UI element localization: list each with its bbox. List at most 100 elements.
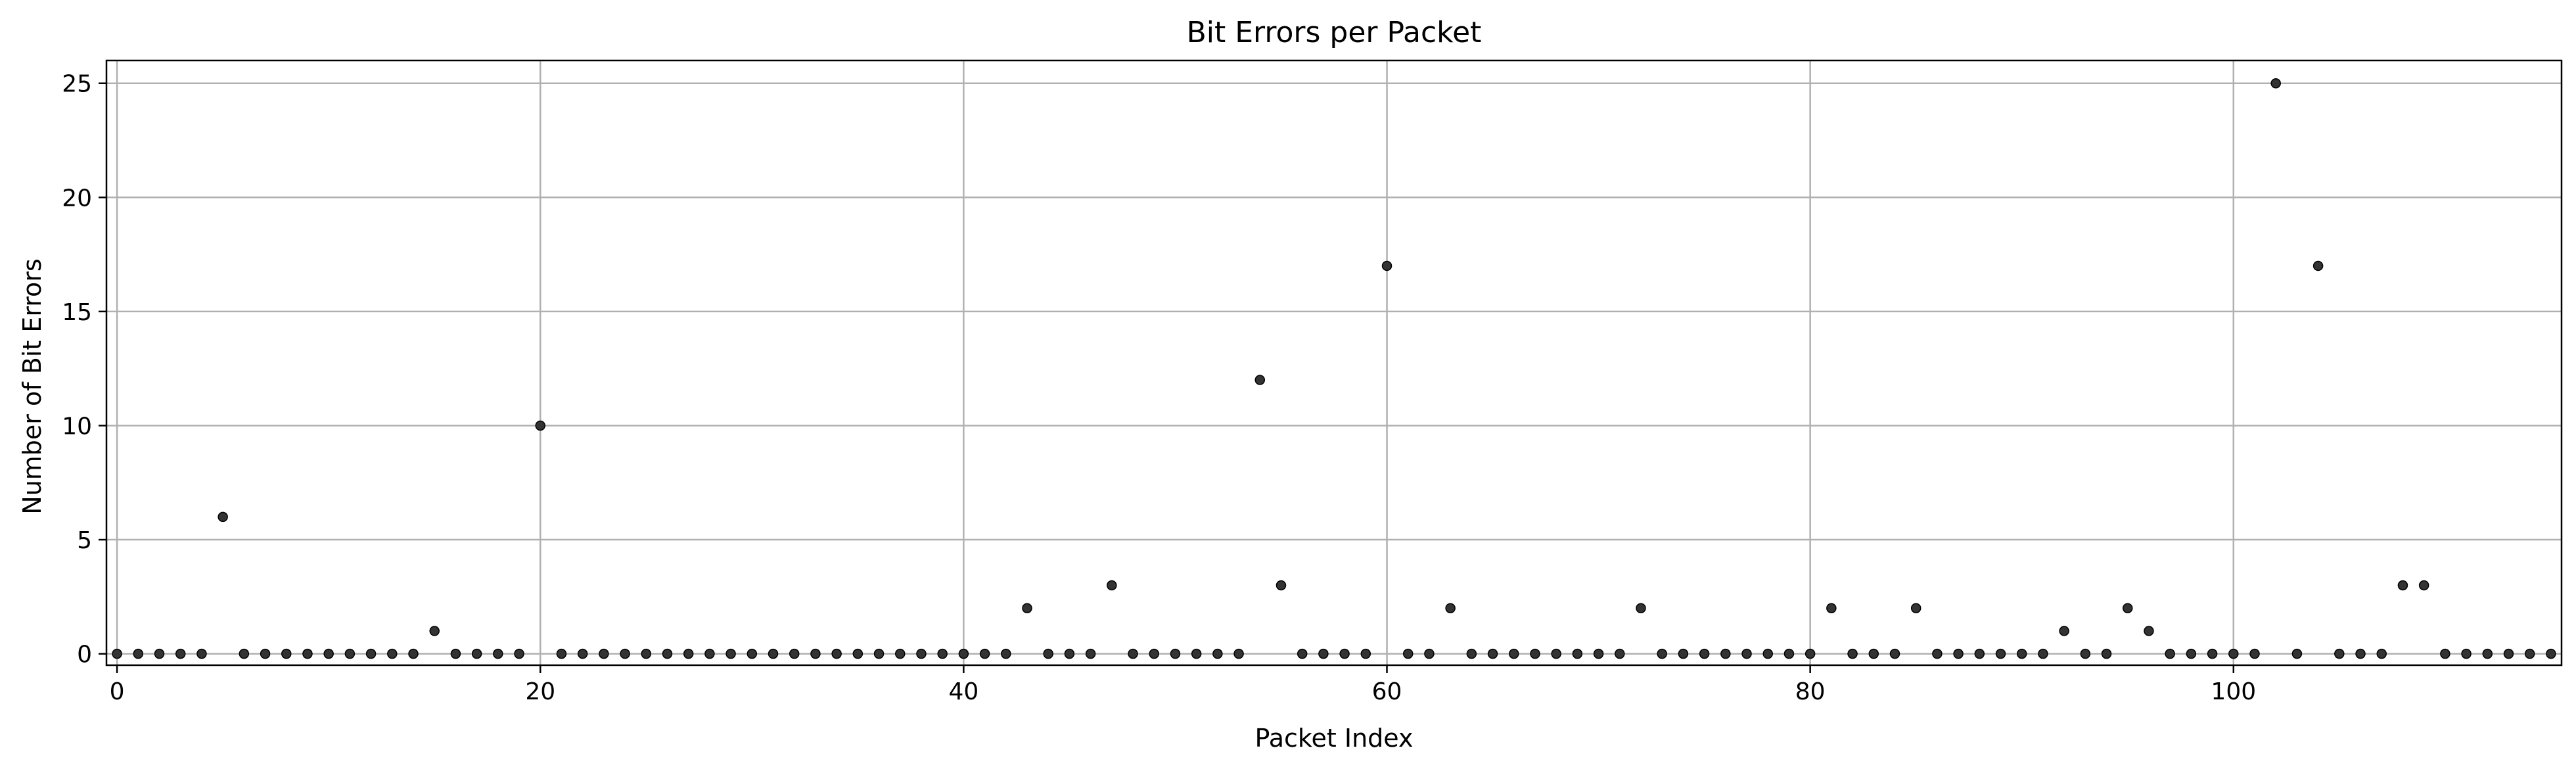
data-point	[895, 648, 906, 659]
data-point	[2123, 603, 2133, 613]
data-point	[1509, 648, 1519, 659]
data-point	[1191, 648, 1202, 659]
axis-ticks: 0 20 40 60 80 100 0 5 10 15 20 25	[62, 71, 2256, 705]
data-point	[1974, 648, 1985, 659]
y-tick-label: 5	[77, 527, 92, 554]
data-point	[620, 648, 630, 659]
data-point	[768, 648, 779, 659]
data-point	[1615, 648, 1625, 659]
data-point	[2312, 260, 2324, 271]
data-point	[387, 648, 398, 659]
data-point	[725, 648, 736, 659]
data-point	[1466, 648, 1477, 659]
data-point	[704, 648, 715, 659]
data-point	[1297, 648, 1308, 659]
data-point	[641, 648, 652, 659]
data-point	[2334, 648, 2345, 659]
data-point	[535, 420, 545, 431]
data-point	[1783, 648, 1795, 659]
data-point	[1953, 648, 1964, 659]
data-point	[1170, 648, 1181, 659]
data-point	[2503, 648, 2514, 659]
data-point	[2482, 648, 2493, 659]
data-point	[1889, 648, 1900, 659]
data-point	[196, 648, 207, 659]
data-point	[1657, 648, 1667, 659]
data-point	[2418, 580, 2429, 591]
data-point	[1043, 648, 1053, 659]
y-tick-label: 10	[62, 413, 92, 440]
data-point	[1254, 375, 1266, 385]
x-tick-label: 0	[110, 678, 125, 705]
data-point	[2291, 648, 2303, 659]
data-point	[577, 648, 588, 659]
data-point	[2355, 648, 2366, 659]
data-points	[112, 78, 2556, 659]
x-axis-label: Packet Index	[1254, 724, 1413, 753]
data-point	[873, 648, 885, 659]
data-point	[2186, 648, 2197, 659]
data-point	[2376, 648, 2387, 659]
data-point	[1128, 648, 1138, 659]
data-point	[471, 648, 482, 659]
x-tick-label: 40	[948, 678, 978, 705]
data-point	[1932, 648, 1943, 659]
data-point	[789, 648, 800, 659]
data-point	[112, 648, 122, 659]
x-tick-label: 20	[525, 678, 555, 705]
data-point	[514, 648, 524, 659]
data-point	[2440, 648, 2450, 659]
data-point	[2546, 648, 2556, 659]
data-point	[831, 648, 842, 659]
data-point	[218, 511, 228, 523]
data-point	[1593, 648, 1604, 659]
data-point	[2016, 648, 2027, 659]
data-point	[2144, 626, 2154, 636]
data-point	[175, 648, 186, 659]
data-point	[1487, 648, 1498, 659]
data-point	[1085, 648, 1096, 659]
data-point	[2059, 626, 2069, 636]
data-point	[1233, 648, 1244, 659]
data-point	[281, 648, 292, 659]
data-point	[2080, 648, 2091, 659]
data-point	[1107, 580, 1117, 591]
data-point	[979, 648, 990, 659]
data-point	[429, 626, 440, 636]
data-point	[1339, 648, 1350, 659]
data-point	[599, 648, 609, 659]
data-point	[133, 648, 144, 659]
x-tick-label: 60	[1372, 678, 1402, 705]
data-point	[2165, 648, 2175, 659]
data-point	[1381, 260, 1392, 271]
data-point	[1995, 648, 2006, 659]
data-point	[2397, 580, 2408, 591]
x-tick-label: 100	[2211, 678, 2256, 705]
data-point	[683, 648, 694, 659]
grid-lines	[106, 60, 2562, 665]
data-point	[408, 648, 419, 659]
data-point	[323, 648, 334, 659]
data-point	[556, 648, 567, 659]
data-point	[937, 648, 948, 659]
data-point	[747, 648, 758, 659]
data-point	[302, 648, 313, 659]
data-point	[1572, 648, 1583, 659]
chart-title: Bit Errors per Packet	[1187, 16, 1482, 49]
data-point	[1001, 648, 1011, 659]
data-point	[1445, 603, 1456, 613]
plot-frame	[105, 59, 2563, 667]
data-point	[2524, 648, 2535, 659]
data-point	[958, 648, 969, 659]
data-point	[239, 648, 250, 659]
data-point	[493, 648, 503, 659]
data-point	[1530, 648, 1540, 659]
data-point	[1762, 648, 1773, 659]
data-point	[450, 648, 461, 659]
data-point	[1847, 648, 1858, 659]
data-point	[1551, 648, 1561, 659]
data-point	[662, 648, 673, 659]
data-point	[2461, 648, 2472, 659]
data-point	[1360, 648, 1371, 659]
